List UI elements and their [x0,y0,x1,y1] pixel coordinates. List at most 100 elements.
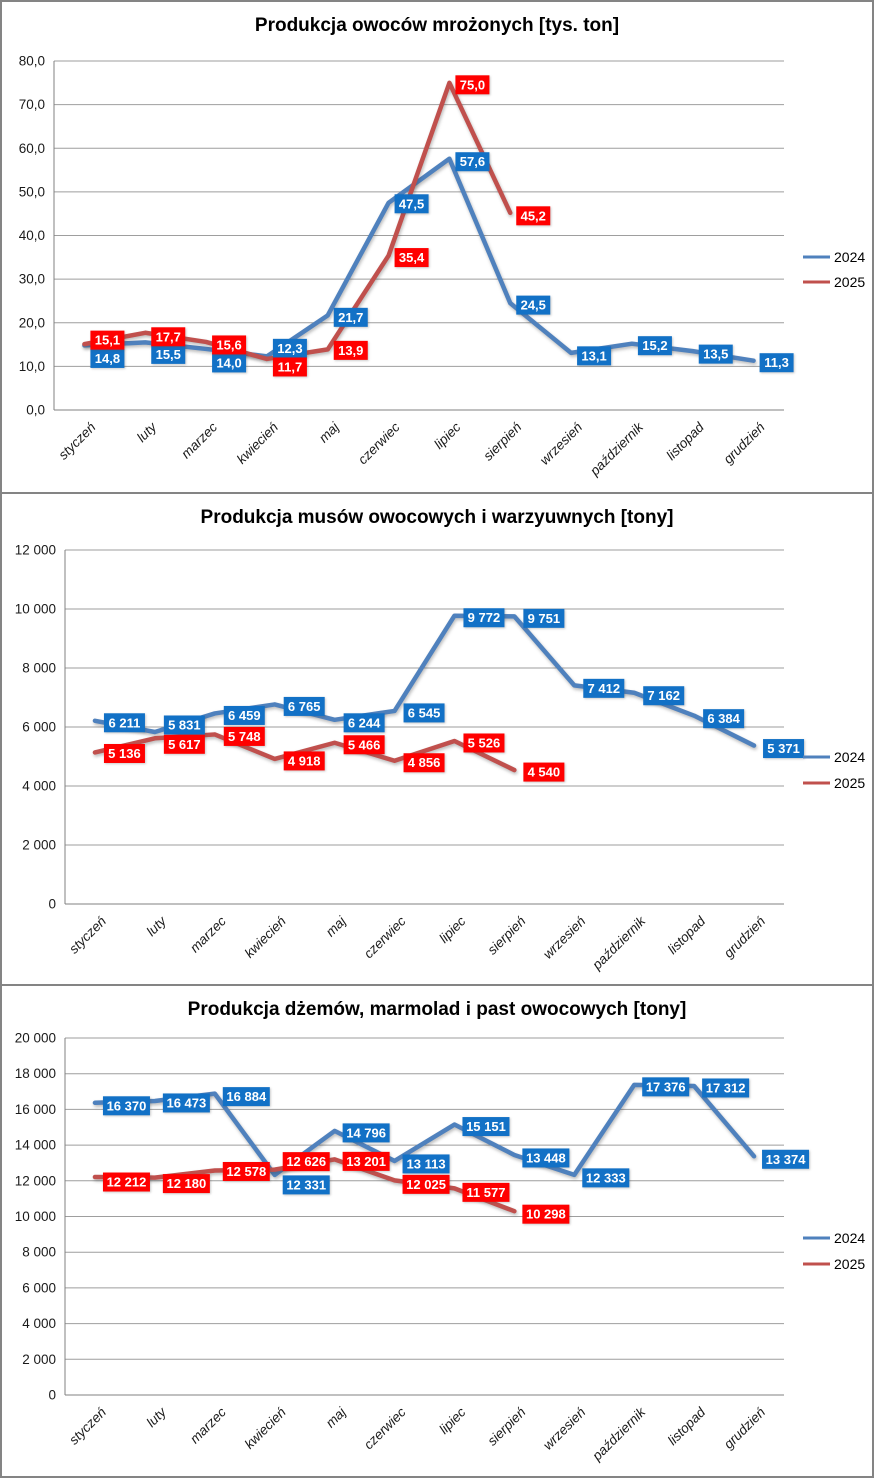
data-label-box [342,1123,390,1143]
data-label-value: 4 856 [408,755,441,770]
x-tick-label: październik [586,419,646,479]
y-tick-label: 4 000 [22,1316,56,1331]
data-label-value: 6 459 [228,708,261,723]
data-label-value: 17,7 [156,329,181,344]
data-label-box [522,1204,570,1224]
y-tick-label: 12 000 [15,543,56,558]
y-tick-label: 6 000 [22,1280,56,1295]
chart-panel-fruit-mousses: Produkcja musów owocowych i warzyuwnych … [0,492,874,986]
x-tick-label: wrzesień [540,1405,588,1453]
data-label-value: 16 370 [107,1098,147,1113]
data-label-box [212,335,247,355]
legend-label-2024: 2024 [834,749,865,765]
y-tick-label: 18 000 [15,1066,56,1081]
data-label-value: 75,0 [460,77,485,92]
data-label-value: 12 333 [586,1170,626,1185]
data-label-value: 16 884 [226,1089,267,1104]
data-label-value: 13,5 [703,347,728,362]
x-tick-label: czerwiec [361,913,409,961]
y-tick-label: 0 [48,1388,56,1403]
data-label-value: 13,1 [581,348,606,363]
data-label-box [333,307,368,327]
data-label-box [702,1078,750,1098]
data-label-box [582,1168,630,1188]
data-label-box [523,608,565,628]
data-label-value: 9 772 [468,610,501,625]
chart-svg: 0,0 10,0 20,0 30,0 40,0 50,0 60,0 70,0 80,0 stycz… [19,54,866,480]
y-tick-label: 20,0 [19,315,45,330]
data-label-value: 5 748 [228,729,261,744]
data-label-value: 12 180 [166,1176,206,1191]
data-label-value: 14 796 [346,1125,386,1140]
data-label-value: 45,2 [521,208,546,223]
data-label-box [103,713,145,733]
data-label-value: 10 298 [526,1207,566,1222]
chart-title: Produkcja owoców mrożonych [tys. ton] [254,15,620,36]
data-label-value: 12 578 [226,1164,266,1179]
data-label-box [463,733,505,753]
data-label-box [343,735,385,755]
data-label-box [462,1182,510,1202]
y-tick-label: 10 000 [15,1209,56,1224]
y-tick-label: 8 000 [22,1245,56,1260]
chart-panel-jams: Produkcja dżemów, marmolad i past owocow… [0,984,874,1478]
x-tick-label: lipiec [431,419,464,452]
chart-title: Produkcja dżemów, marmolad i past owocow… [187,999,687,1020]
data-label-box [222,1087,270,1107]
data-label-box [637,336,672,356]
y-tick-label: 80,0 [19,54,45,69]
data-label-value: 5 831 [168,717,201,732]
data-label-box [272,338,307,358]
data-label-value: 4 540 [528,765,561,780]
data-label-value: 12 212 [107,1175,147,1190]
data-label-box [223,726,265,746]
data-label-box [762,1149,810,1169]
data-label-value: 5 136 [108,746,141,761]
data-label-value: 14,8 [95,351,120,366]
data-label-value: 16 473 [166,1095,206,1110]
data-label-value: 13 201 [346,1154,386,1169]
y-tick-label: 10,0 [19,359,45,374]
x-tick-label: grudzień [721,1405,768,1452]
data-label-box [282,1175,330,1195]
data-label-box [516,206,551,226]
y-tick-label: 16 000 [15,1102,56,1117]
data-label-box [763,739,805,759]
data-label-box [272,357,307,377]
data-label-box [759,353,794,373]
data-label-value: 15,6 [216,337,241,352]
data-label-box [162,1093,210,1113]
data-label-value: 14,0 [216,355,241,370]
data-label-box [162,1174,210,1194]
x-tick-label: sierpień [480,420,524,464]
data-label-box [151,327,186,347]
chart-svg: 0 2 000 4 000 6 000 8 000 10 000 12 000 styczeń… [15,543,866,974]
data-label-box [463,608,505,628]
x-tick-label: lipiec [436,1404,469,1437]
data-label-box [282,1152,330,1172]
y-tick-label: 60,0 [19,141,45,156]
data-label-box [163,734,205,754]
data-label-value: 21,7 [338,310,363,325]
data-label-box [583,678,625,698]
data-label-box [455,152,490,172]
data-label-value: 13,9 [338,343,363,358]
x-tick-label: październik [589,913,649,973]
data-label-box [163,715,205,735]
data-label-box [342,1151,390,1171]
data-label-box [577,346,612,366]
y-tick-label: 0 [48,897,56,912]
chart-panel-frozen-fruit: Produkcja owoców mrożonych [tys. ton] 0,… [0,0,874,494]
data-label-value: 12 025 [406,1177,446,1192]
data-label-value: 5 466 [348,737,381,752]
y-tick-label: 2 000 [22,838,56,853]
x-tick-label: wrzesień [540,914,588,962]
data-label-box [516,295,551,315]
x-tick-label: listopad [663,419,707,463]
x-tick-label: grudzień [721,914,768,961]
data-label-box [403,753,445,773]
data-label-box [151,344,186,364]
data-label-box [642,1077,690,1097]
x-tick-label: luty [134,419,160,445]
